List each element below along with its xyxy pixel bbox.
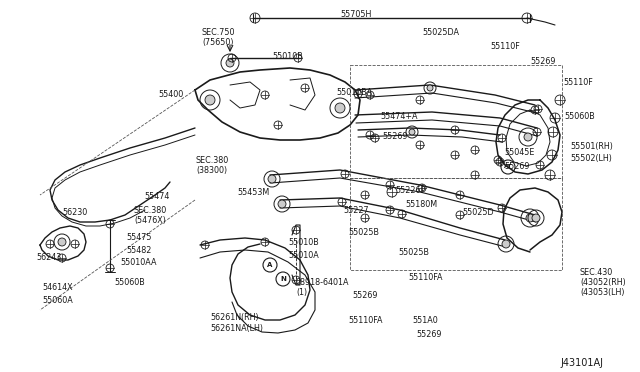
Circle shape [427, 85, 433, 91]
Text: 55025DA: 55025DA [422, 28, 459, 37]
Text: SEC.430: SEC.430 [580, 268, 613, 277]
Text: SEC.750: SEC.750 [201, 28, 235, 37]
Text: 55025B: 55025B [398, 248, 429, 257]
Text: 55060B: 55060B [114, 278, 145, 287]
Text: 55269: 55269 [416, 330, 442, 339]
Circle shape [524, 133, 532, 141]
Text: 55474+A: 55474+A [380, 112, 417, 121]
Text: 55060A: 55060A [42, 296, 73, 305]
Text: 55269: 55269 [382, 132, 408, 141]
Text: SEC.380: SEC.380 [196, 156, 229, 165]
Text: 55010AA: 55010AA [120, 258, 157, 267]
Text: 55475: 55475 [126, 233, 152, 242]
Text: 55010B: 55010B [272, 52, 303, 61]
Text: 54614X: 54614X [42, 283, 72, 292]
Circle shape [409, 129, 415, 135]
Text: 56261NA(LH): 56261NA(LH) [210, 324, 263, 333]
Text: 55060B: 55060B [564, 112, 595, 121]
Text: 55110F: 55110F [563, 78, 593, 87]
Text: 55400: 55400 [158, 90, 183, 99]
Circle shape [268, 175, 276, 183]
Text: 56243: 56243 [36, 253, 61, 262]
Circle shape [502, 240, 510, 248]
Text: 55502(LH): 55502(LH) [570, 154, 612, 163]
Text: 55269: 55269 [352, 291, 378, 300]
Text: 55453M: 55453M [237, 188, 269, 197]
Text: 55474: 55474 [144, 192, 170, 201]
Text: (43052(RH): (43052(RH) [580, 278, 626, 287]
Text: 55501(RH): 55501(RH) [570, 142, 613, 151]
Text: 55110FA: 55110FA [408, 273, 442, 282]
Text: 08918-6401A: 08918-6401A [296, 278, 349, 287]
Text: 55180M: 55180M [405, 200, 437, 209]
Text: J43101AJ: J43101AJ [560, 358, 603, 368]
Text: 55010B: 55010B [288, 238, 319, 247]
Text: 55269: 55269 [530, 57, 556, 66]
Text: 55227: 55227 [343, 206, 369, 215]
Text: (75650): (75650) [202, 38, 234, 47]
Text: 551A0: 551A0 [412, 316, 438, 325]
Circle shape [58, 238, 66, 246]
Text: 55025D: 55025D [462, 208, 493, 217]
Text: N: N [280, 276, 286, 282]
Circle shape [532, 214, 540, 222]
Text: 55010BA: 55010BA [336, 88, 372, 97]
Text: (1): (1) [296, 288, 307, 297]
Circle shape [278, 200, 286, 208]
Text: (38300): (38300) [196, 166, 227, 175]
Text: SEC.380: SEC.380 [134, 206, 167, 215]
Circle shape [226, 59, 234, 67]
Circle shape [205, 95, 215, 105]
Text: 55110F: 55110F [490, 42, 520, 51]
Text: 55110FA: 55110FA [348, 316, 383, 325]
Text: (43053(LH): (43053(LH) [580, 288, 625, 297]
Text: A: A [268, 262, 273, 268]
Text: 55226P: 55226P [395, 186, 425, 195]
Text: (5476X): (5476X) [134, 216, 166, 225]
Text: 55269: 55269 [504, 162, 529, 171]
Text: 55045E: 55045E [504, 148, 534, 157]
Text: 55010A: 55010A [288, 251, 319, 260]
Circle shape [526, 214, 534, 222]
Text: 56261N(RH): 56261N(RH) [210, 313, 259, 322]
Text: 55025B: 55025B [348, 228, 379, 237]
Text: 55482: 55482 [126, 246, 152, 255]
Circle shape [335, 103, 345, 113]
Text: AT: AT [504, 164, 512, 170]
Text: 55705H: 55705H [340, 10, 371, 19]
Text: 56230: 56230 [62, 208, 87, 217]
